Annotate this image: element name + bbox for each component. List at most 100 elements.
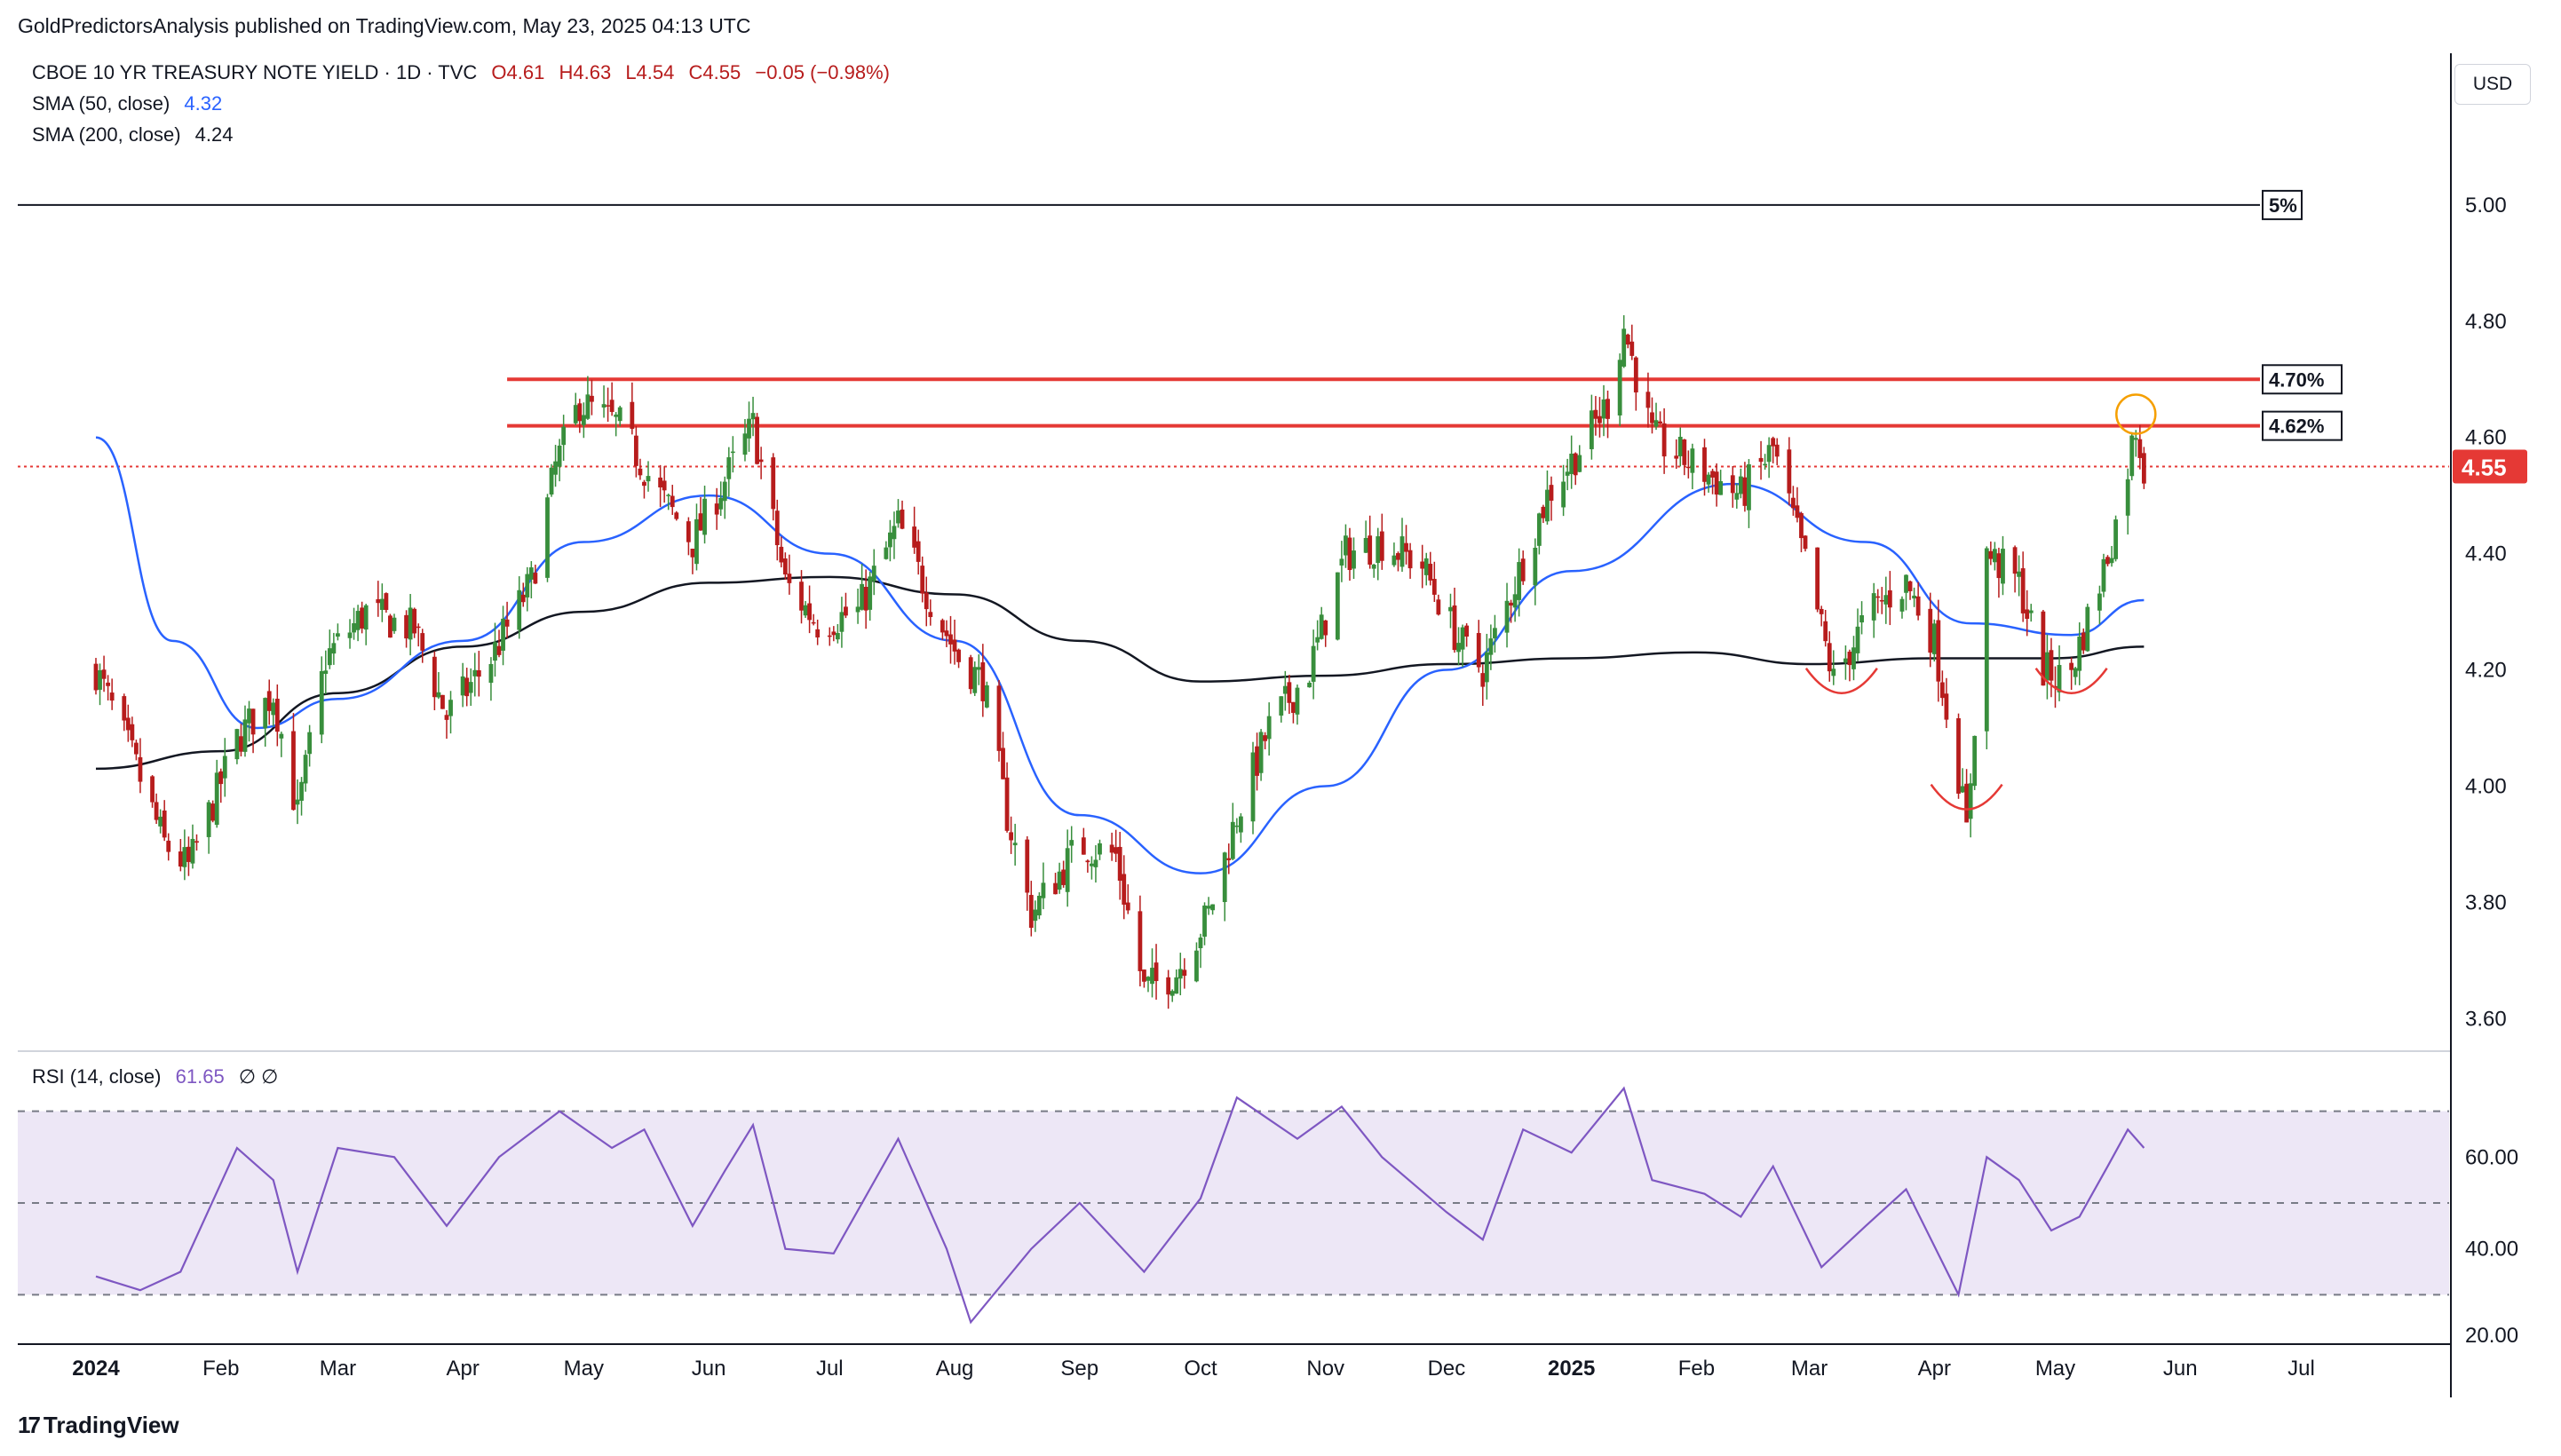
candle (2129, 431, 2135, 481)
candle (557, 439, 562, 482)
time-tick-label: Apr (1918, 1357, 1951, 1381)
candle (1339, 541, 1344, 582)
candle (214, 759, 219, 828)
candle-body (1790, 497, 1796, 509)
candle (1061, 860, 1066, 888)
sma200-legend[interactable]: SMA (200, close) 4.24 (32, 123, 242, 146)
candle (331, 632, 337, 665)
candle (158, 809, 163, 834)
candle-body (360, 607, 365, 629)
candle (347, 619, 353, 649)
candle-body (1033, 909, 1038, 922)
candle (1282, 670, 1288, 711)
price-tick-label: 4.20 (2465, 659, 2507, 683)
candle-body (1226, 858, 1232, 860)
candle (106, 675, 111, 700)
candle-body (1436, 599, 1441, 615)
level-tag-box (2262, 189, 2303, 220)
candle-body (2109, 558, 2114, 564)
candle-body (980, 662, 986, 701)
candle-body (1593, 409, 1598, 419)
candle (1307, 680, 1312, 688)
candle-body (2020, 568, 2026, 613)
candle (1520, 550, 1526, 585)
candle (1730, 465, 1735, 508)
candle (355, 605, 361, 642)
candle-body (1658, 421, 1662, 423)
candle-body (1266, 716, 1272, 740)
candle (803, 600, 808, 618)
candle-body (1480, 673, 1486, 687)
candle-body (722, 481, 727, 502)
candle (1057, 862, 1062, 894)
candle (1573, 452, 1578, 486)
candle-body (472, 669, 478, 677)
candle (186, 836, 191, 876)
candle-body (1931, 623, 1937, 654)
candle (1509, 599, 1513, 623)
candle (1428, 551, 1433, 586)
candle (1379, 513, 1384, 570)
candle-body (303, 755, 308, 784)
level-tag: 5% (2262, 189, 2303, 220)
candle-body (884, 547, 889, 559)
candle (714, 487, 719, 530)
candle-body (299, 781, 304, 801)
candle (1090, 856, 1094, 880)
symbol-name[interactable]: CBOE 10 YR TREASURY NOTE YIELD · 1D · TV… (32, 61, 478, 83)
candle (327, 629, 332, 669)
candle (1323, 620, 1328, 647)
candle (1944, 677, 1949, 729)
time-tick-label: 2025 (1548, 1357, 1595, 1381)
candle-body (194, 841, 199, 843)
highlight-circle (2115, 393, 2157, 435)
candle (920, 556, 925, 603)
candle (1747, 459, 1751, 528)
sma50-legend[interactable]: SMA (50, close) 4.32 (32, 92, 231, 115)
rsi-legend[interactable]: RSI (14, close) 61.65 ∅ ∅ (32, 1065, 287, 1088)
candle (210, 800, 216, 823)
candle (404, 610, 408, 648)
candle-body (1488, 638, 1494, 655)
candle (408, 594, 413, 656)
sma200-value: 4.24 (194, 123, 234, 146)
candle-body (545, 497, 550, 578)
candle-body (1714, 471, 1719, 495)
pattern-annotations (1804, 393, 2157, 811)
ohlc-legend: CBOE 10 YR TREASURY NOTE YIELD · 1D · TV… (32, 61, 899, 84)
candle (1859, 601, 1864, 635)
candle-body (1399, 536, 1405, 567)
tradingview-logo[interactable]: 17 TradingView (18, 1412, 179, 1439)
candle (1420, 544, 1425, 589)
price-tick-label: 4.00 (2465, 774, 2507, 798)
candle-body (496, 645, 502, 655)
candle-body (412, 608, 417, 634)
candle-body (190, 838, 195, 864)
candle (138, 738, 143, 794)
candle (1041, 862, 1046, 910)
candle-body (1371, 564, 1376, 569)
candle-body (1085, 860, 1090, 863)
candle-body (291, 731, 296, 811)
candle-body (2025, 609, 2030, 619)
candle (1855, 608, 1860, 661)
candle (1238, 813, 1243, 843)
candle (2049, 637, 2054, 698)
candle-body (779, 546, 784, 563)
currency-button[interactable]: USD (2454, 64, 2531, 105)
rsi-line (95, 1086, 2145, 1325)
candle (2020, 551, 2026, 622)
candle-body (388, 615, 392, 638)
candle (352, 607, 356, 640)
candle-body (1428, 564, 1433, 581)
candle (1266, 702, 1272, 756)
candle-body (1915, 596, 1921, 616)
candle-body (924, 592, 929, 610)
candle-body (658, 477, 663, 488)
candle (1036, 892, 1042, 920)
candle-body (1984, 548, 1989, 732)
candle (839, 597, 844, 648)
candle-body (1936, 620, 1941, 682)
candle-body (1431, 579, 1437, 595)
